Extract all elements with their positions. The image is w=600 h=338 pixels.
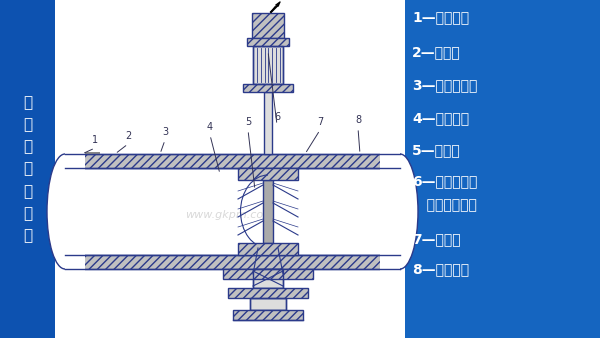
Bar xyxy=(65,255,400,269)
Bar xyxy=(250,298,286,310)
Bar xyxy=(65,152,100,154)
Text: 4: 4 xyxy=(207,122,213,132)
Text: 8—后导向体: 8—后导向体 xyxy=(412,262,469,276)
Bar xyxy=(253,46,283,84)
Text: 7—轴承；: 7—轴承； xyxy=(412,232,461,246)
Text: 8: 8 xyxy=(355,115,361,125)
Bar xyxy=(55,0,405,338)
Text: 3—前导向体；: 3—前导向体； xyxy=(412,78,478,92)
Text: www.gkpm.com: www.gkpm.com xyxy=(185,210,275,220)
Bar xyxy=(380,152,400,271)
Bar xyxy=(228,288,308,298)
Bar xyxy=(65,168,400,255)
Bar xyxy=(263,180,273,243)
Bar xyxy=(238,168,298,180)
Ellipse shape xyxy=(47,154,83,269)
Bar xyxy=(247,38,289,46)
Bar xyxy=(405,0,600,338)
Text: 5—叶轮；: 5—叶轮； xyxy=(412,143,461,157)
Bar xyxy=(233,310,303,320)
Text: 3: 3 xyxy=(162,127,168,137)
Text: 6—电磁感应式: 6—电磁感应式 xyxy=(412,174,478,188)
Text: 信号检测器；: 信号检测器； xyxy=(412,198,477,212)
Bar xyxy=(252,13,284,38)
Bar xyxy=(253,269,283,288)
Text: 涡
轮
流
量
计
结
构: 涡 轮 流 量 计 结 构 xyxy=(23,95,32,243)
Bar xyxy=(264,92,272,154)
Bar xyxy=(253,46,283,84)
Text: 2: 2 xyxy=(125,131,131,141)
Text: 1—紧固件；: 1—紧固件； xyxy=(412,10,469,24)
Bar xyxy=(250,298,286,310)
Text: 4—止推片；: 4—止推片； xyxy=(412,111,469,125)
Bar xyxy=(65,152,85,271)
Text: 1: 1 xyxy=(92,135,98,145)
Bar xyxy=(65,154,400,168)
Bar xyxy=(253,269,283,288)
Text: 5: 5 xyxy=(245,117,251,127)
Text: 2—壳体；: 2—壳体； xyxy=(412,45,461,59)
Text: 6: 6 xyxy=(274,112,280,122)
Ellipse shape xyxy=(382,154,418,269)
Text: 7: 7 xyxy=(317,117,323,127)
Bar xyxy=(223,269,313,279)
Bar xyxy=(238,243,298,255)
Bar xyxy=(0,0,55,338)
Bar xyxy=(243,84,293,92)
